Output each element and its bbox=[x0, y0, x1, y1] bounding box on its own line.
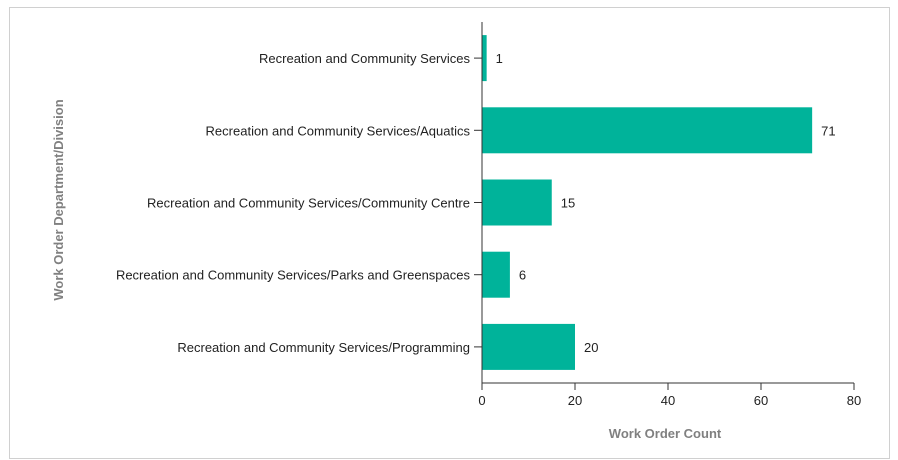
value-axis: 0 20 40 60 80 bbox=[478, 382, 861, 408]
category-label: Recreation and Community Services bbox=[259, 51, 470, 66]
x-tick-label: 60 bbox=[754, 393, 768, 408]
bar bbox=[482, 35, 487, 82]
bars-group: 1 71 15 6 20 bbox=[482, 35, 836, 370]
data-label: 15 bbox=[561, 196, 575, 211]
category-label: Recreation and Community Services/Commun… bbox=[147, 196, 470, 211]
x-tick-label: 0 bbox=[478, 393, 485, 408]
x-tick-label: 80 bbox=[847, 393, 861, 408]
category-label: Recreation and Community Services/Aquati… bbox=[206, 123, 471, 138]
data-label: 6 bbox=[519, 268, 526, 283]
chart-frame bbox=[9, 7, 890, 459]
category-label: Recreation and Community Services/Progra… bbox=[177, 340, 470, 355]
bar bbox=[482, 323, 575, 370]
x-tick-label: 40 bbox=[661, 393, 675, 408]
bar bbox=[482, 107, 813, 154]
data-label: 71 bbox=[821, 123, 835, 138]
category-axis: Recreation and Community Services Recreat… bbox=[116, 22, 483, 383]
bar bbox=[482, 251, 510, 298]
data-label: 20 bbox=[584, 340, 598, 355]
y-axis-title: Work Order Department/Division bbox=[51, 99, 66, 300]
data-label: 1 bbox=[496, 51, 503, 66]
category-label: Recreation and Community Services/Parks … bbox=[116, 268, 471, 283]
x-axis-title: Work Order Count bbox=[609, 426, 722, 441]
x-tick-label: 20 bbox=[568, 393, 582, 408]
bar bbox=[482, 179, 552, 226]
